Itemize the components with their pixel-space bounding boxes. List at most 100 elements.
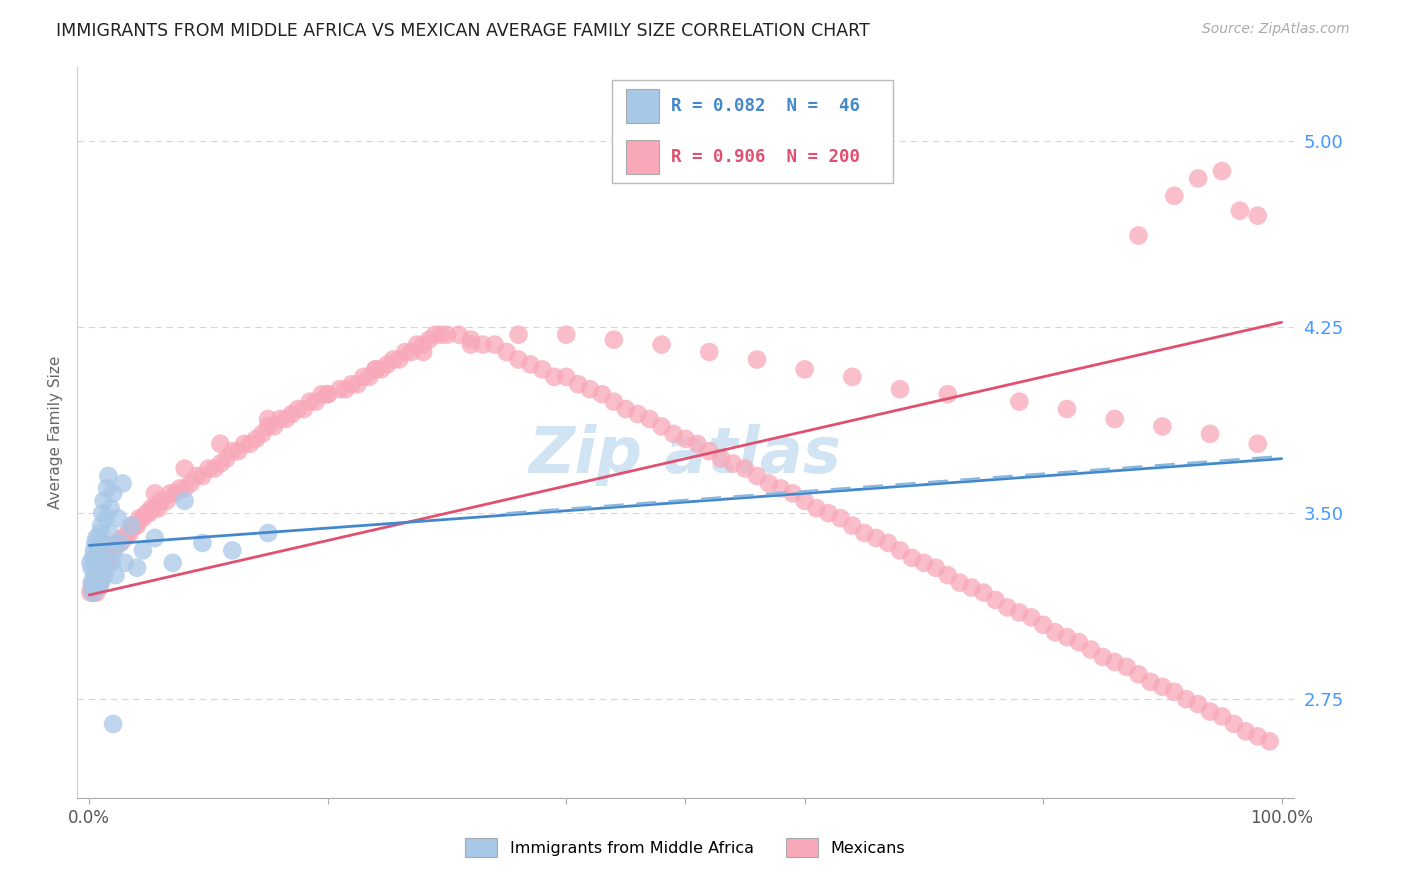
Point bbox=[98, 550, 121, 565]
Point bbox=[114, 556, 136, 570]
Point bbox=[94, 556, 117, 570]
Point bbox=[1115, 660, 1137, 674]
Point bbox=[143, 501, 166, 516]
Point bbox=[364, 362, 387, 376]
Point bbox=[132, 543, 155, 558]
Point bbox=[221, 543, 243, 558]
Point bbox=[239, 437, 262, 451]
Point bbox=[257, 412, 280, 426]
Point bbox=[197, 461, 219, 475]
Point bbox=[745, 352, 768, 367]
Point bbox=[394, 345, 416, 359]
Point bbox=[382, 352, 405, 367]
Point bbox=[1056, 630, 1078, 644]
Point bbox=[101, 486, 124, 500]
Point bbox=[423, 327, 446, 342]
Point bbox=[1258, 734, 1281, 748]
Point bbox=[567, 377, 589, 392]
Point bbox=[101, 556, 124, 570]
Point bbox=[359, 369, 381, 384]
Legend: Immigrants from Middle Africa, Mexicans: Immigrants from Middle Africa, Mexicans bbox=[458, 831, 912, 863]
Point bbox=[204, 461, 226, 475]
Point bbox=[591, 387, 613, 401]
Point bbox=[91, 506, 114, 520]
Point bbox=[973, 585, 995, 599]
Point bbox=[90, 568, 112, 582]
Point bbox=[697, 444, 720, 458]
Point bbox=[436, 327, 458, 342]
Point bbox=[793, 362, 815, 376]
Point bbox=[936, 387, 959, 401]
Point bbox=[87, 543, 110, 558]
Point bbox=[287, 402, 309, 417]
Point bbox=[93, 493, 115, 508]
Point bbox=[80, 581, 103, 595]
Point bbox=[86, 575, 108, 590]
Point bbox=[226, 444, 249, 458]
Point bbox=[111, 476, 134, 491]
Point bbox=[1187, 697, 1209, 711]
Point bbox=[806, 501, 828, 516]
Point bbox=[86, 550, 108, 565]
Point bbox=[274, 412, 297, 426]
Point bbox=[257, 419, 280, 434]
Point bbox=[221, 444, 243, 458]
Point bbox=[412, 337, 434, 351]
Point bbox=[316, 387, 339, 401]
Point bbox=[430, 327, 453, 342]
Point bbox=[1247, 209, 1270, 223]
Point bbox=[901, 550, 924, 565]
Point bbox=[745, 469, 768, 483]
Point bbox=[782, 486, 804, 500]
Point bbox=[209, 457, 232, 471]
Point bbox=[335, 382, 357, 396]
Text: Zip atlas: Zip atlas bbox=[529, 424, 842, 485]
Point bbox=[316, 387, 339, 401]
Point bbox=[162, 556, 184, 570]
Point bbox=[484, 337, 506, 351]
Point bbox=[250, 426, 273, 441]
Point bbox=[79, 585, 101, 599]
Point bbox=[865, 531, 887, 545]
Point bbox=[460, 333, 482, 347]
Point bbox=[1019, 610, 1042, 624]
Point bbox=[1211, 164, 1233, 178]
Point bbox=[143, 531, 166, 545]
Point bbox=[721, 457, 744, 471]
Point bbox=[97, 550, 120, 565]
Point bbox=[1187, 171, 1209, 186]
Point bbox=[418, 333, 440, 347]
Point bbox=[245, 432, 267, 446]
Point bbox=[94, 511, 117, 525]
Point bbox=[94, 568, 117, 582]
Point bbox=[80, 575, 103, 590]
Text: IMMIGRANTS FROM MIDDLE AFRICA VS MEXICAN AVERAGE FAMILY SIZE CORRELATION CHART: IMMIGRANTS FROM MIDDLE AFRICA VS MEXICAN… bbox=[56, 22, 870, 40]
Point bbox=[117, 526, 139, 541]
Point bbox=[662, 426, 685, 441]
Point bbox=[889, 543, 911, 558]
Point bbox=[101, 717, 124, 731]
Point bbox=[82, 585, 104, 599]
Point bbox=[104, 568, 127, 582]
Text: Source: ZipAtlas.com: Source: ZipAtlas.com bbox=[1202, 22, 1350, 37]
Point bbox=[555, 327, 578, 342]
Point bbox=[135, 506, 157, 520]
Point bbox=[627, 407, 650, 421]
Point bbox=[1056, 402, 1078, 417]
Point bbox=[138, 506, 160, 520]
Point bbox=[114, 531, 136, 545]
Point bbox=[1043, 625, 1066, 640]
Point bbox=[1104, 412, 1126, 426]
Point bbox=[519, 358, 541, 372]
Point bbox=[1080, 642, 1102, 657]
Point bbox=[90, 575, 112, 590]
Point bbox=[889, 382, 911, 396]
Point bbox=[1152, 419, 1174, 434]
Point bbox=[1104, 655, 1126, 669]
Point bbox=[84, 575, 107, 590]
Point bbox=[121, 518, 143, 533]
Point bbox=[257, 526, 280, 541]
Point bbox=[215, 451, 238, 466]
Point bbox=[984, 593, 1007, 607]
Point bbox=[180, 476, 202, 491]
